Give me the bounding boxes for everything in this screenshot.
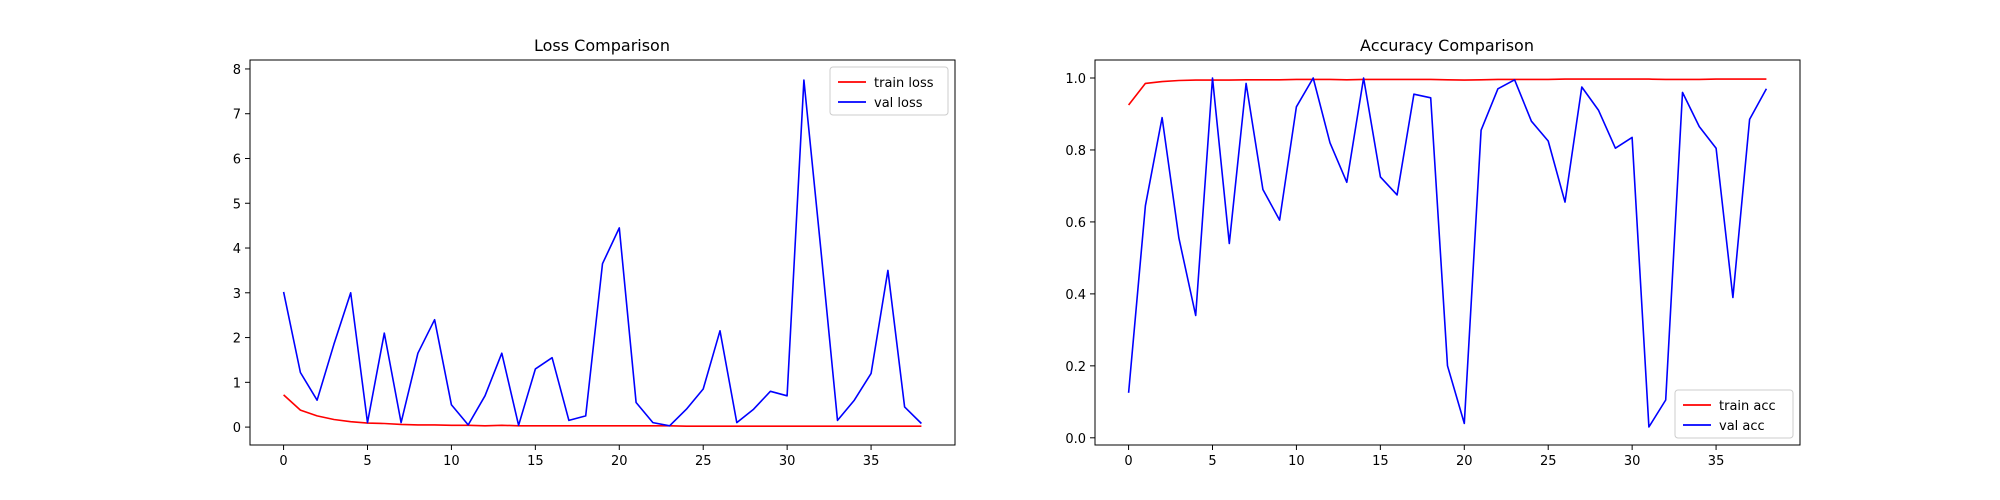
accuracy-x-tick-label: 25	[1540, 454, 1557, 469]
accuracy-chart-title: Accuracy Comparison	[1360, 36, 1534, 55]
accuracy-series	[1127, 77, 1768, 428]
loss-x-tick-label: 25	[695, 454, 712, 469]
loss-y-tick-label: 8	[233, 63, 241, 78]
loss-y-tick-label: 7	[233, 108, 241, 123]
accuracy-legend-box	[1674, 389, 1794, 439]
accuracy-series-line-train-acc	[1127, 78, 1767, 106]
loss-plot-frame	[249, 59, 956, 446]
accuracy-y-tick-label: 0.8	[1065, 144, 1086, 159]
loss-x-tick-label: 30	[779, 454, 796, 469]
accuracy-axis-ticks: 0 5 10 15 20 25 30 35 0.0 0.2 0.4 0.6 0.8 1.0	[1065, 72, 1724, 469]
loss-y-tick-label: 5	[233, 197, 241, 212]
accuracy-plot-frame	[1094, 59, 1801, 446]
accuracy-y-tick-label: 0.2	[1065, 360, 1086, 375]
loss-x-tick-label: 35	[863, 454, 880, 469]
accuracy-x-tick-label: 0	[1124, 454, 1132, 469]
loss-y-tick-label: 3	[233, 287, 241, 302]
loss-x-tick-label: 5	[363, 454, 371, 469]
loss-series	[282, 79, 922, 428]
loss-y-tick-label: 2	[233, 332, 241, 347]
loss-y-tick-label: 4	[233, 242, 241, 257]
accuracy-chart: Accuracy Comparison 0 5 10 15 20 25 30 35 0.0 0.2…	[1065, 36, 1801, 469]
loss-chart-title: Loss Comparison	[534, 36, 670, 55]
loss-axis-ticks: 0 5 10 15 20 25 30 35 0 1 2 3 4 5 6 7 8	[233, 63, 880, 469]
accuracy-x-tick-label: 20	[1456, 454, 1473, 469]
loss-x-tick-label: 0	[279, 454, 287, 469]
accuracy-legend: train acc val acc	[1674, 389, 1794, 439]
accuracy-legend-label: val acc	[1719, 419, 1765, 434]
loss-chart: Loss Comparison 0 5 10 15 20 25 30 35012345678 …	[233, 36, 956, 469]
accuracy-series-line-val-acc	[1127, 77, 1768, 428]
loss-legend-label: train loss	[874, 76, 934, 91]
accuracy-x-tick-label: 15	[1372, 454, 1389, 469]
loss-series-line-train-loss	[283, 394, 922, 428]
loss-y-tick-label: 0	[233, 421, 241, 436]
loss-x-tick-label: 10	[443, 454, 460, 469]
loss-series-line-val-loss	[282, 79, 922, 427]
loss-x-tick-label: 20	[611, 454, 628, 469]
loss-y-tick-label: 6	[233, 152, 241, 167]
loss-x-tick-label: 15	[527, 454, 544, 469]
loss-legend-box	[829, 66, 949, 116]
accuracy-y-tick-label: 0.0	[1065, 432, 1086, 447]
accuracy-y-tick-label: 0.6	[1065, 216, 1086, 231]
accuracy-y-tick-label: 1.0	[1065, 72, 1086, 87]
accuracy-legend-label: train acc	[1719, 399, 1776, 414]
accuracy-x-tick-label: 5	[1208, 454, 1216, 469]
loss-legend: train loss val loss	[829, 66, 949, 116]
accuracy-y-tick-label: 0.4	[1065, 288, 1086, 303]
accuracy-x-tick-label: 10	[1288, 454, 1305, 469]
accuracy-x-tick-label: 35	[1708, 454, 1725, 469]
loss-legend-label: val loss	[874, 96, 923, 111]
accuracy-x-tick-label: 30	[1624, 454, 1641, 469]
loss-y-tick-label: 1	[233, 376, 241, 391]
